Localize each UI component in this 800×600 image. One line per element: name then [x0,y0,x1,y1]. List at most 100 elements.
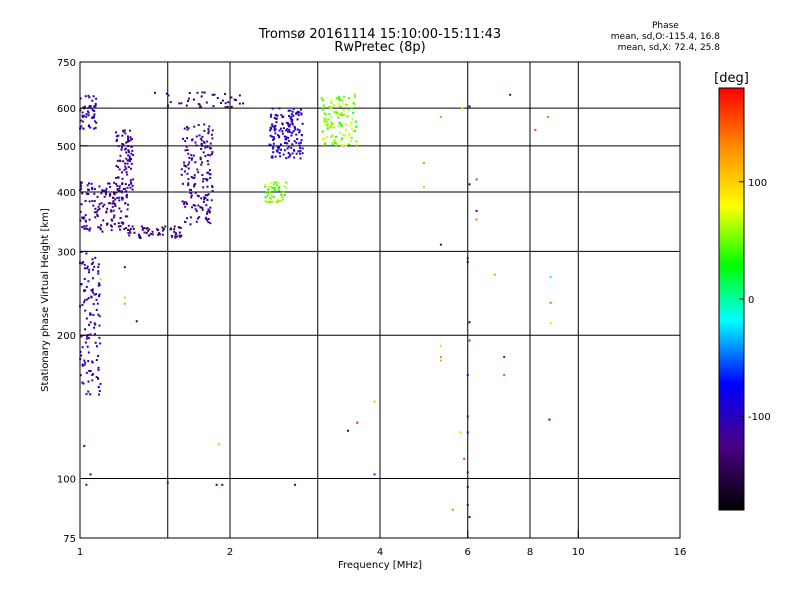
data-point [121,222,124,225]
data-point [293,156,296,159]
data-point [267,192,270,195]
data-point [124,147,127,150]
data-point [207,163,210,166]
data-point [93,200,96,203]
data-point [94,256,97,259]
data-point [184,220,187,223]
data-point [335,113,338,116]
data-point [185,201,188,204]
data-point [273,129,276,132]
data-point [121,134,124,137]
data-point [83,225,86,228]
data-point [272,138,275,141]
y-axis-ticks: 750 600 500 400 300 200 100 75 [57,58,88,545]
data-point [100,202,103,205]
data-point [88,369,91,372]
data-point [333,126,336,129]
data-point [120,190,123,193]
data-point [293,126,296,129]
data-point [173,225,176,228]
data-point [276,114,279,117]
data-point [340,123,343,126]
data-point [274,189,277,192]
data-point [94,207,97,210]
data-point [224,102,227,105]
data-point [94,341,97,344]
data-point [138,235,141,238]
data-point [210,153,213,156]
data-point [119,154,122,157]
data-point [299,149,302,152]
data-point [289,109,292,112]
data-point [110,209,113,212]
data-point [296,128,299,131]
data-point [110,210,113,213]
data-point [294,128,297,131]
data-point [86,265,89,268]
data-point [279,148,282,151]
data-point [264,185,267,188]
data-point [111,202,114,205]
data-point [344,123,347,126]
data-point [162,229,165,232]
data-point [82,217,85,220]
data-point [123,227,126,230]
data-point [117,166,120,169]
data-point [124,202,127,205]
data-point [79,374,82,377]
data-point [132,153,135,156]
data-point [295,152,298,155]
data-point [270,186,273,189]
data-point [193,174,196,177]
data-point [283,135,286,138]
data-point [113,202,116,205]
data-point [94,104,97,107]
data-point [106,207,109,210]
data-point [118,196,121,199]
data-point [91,99,94,102]
data-point [324,113,327,116]
data-point [181,137,184,140]
data-point [267,201,270,204]
data-point [128,139,131,142]
data-point [200,142,203,145]
data-point [323,121,326,124]
data-point [298,111,301,114]
data-point [321,138,324,141]
data-point [91,258,94,261]
data-point [207,208,210,211]
data-point [274,155,277,158]
data-point [272,145,275,148]
data-point [190,188,193,191]
data-point [285,121,288,124]
data-point [295,112,298,115]
data-point [283,185,286,188]
data-point [276,146,279,149]
data-point [268,201,271,204]
data-point [290,115,293,118]
data-point [268,143,271,146]
y-axis-label: Stationary phase Virtual Height [km] [40,208,51,392]
data-point [203,129,206,132]
data-point [83,445,86,448]
data-point [287,109,290,112]
data-point [126,135,129,138]
data-point [129,186,132,189]
data-point [343,95,346,98]
data-point [266,194,269,197]
data-point [89,369,92,372]
data-point [131,188,134,191]
data-point [84,328,87,331]
data-point [110,229,113,232]
data-point [326,126,329,129]
data-point [180,168,183,171]
data-point [162,228,165,231]
data-point [185,217,188,220]
data-point [89,393,92,396]
x-tick-label: 4 [377,547,383,558]
data-point [132,228,135,231]
data-point [98,315,101,318]
data-point [85,224,88,227]
data-point [98,293,101,296]
data-point [102,219,105,222]
